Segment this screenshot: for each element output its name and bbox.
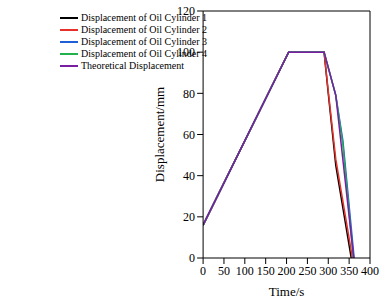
svg-text:Displacement/mm: Displacement/mm	[152, 87, 167, 182]
svg-text:120: 120	[177, 4, 195, 18]
svg-text:60: 60	[183, 128, 195, 142]
svg-text:Time/s: Time/s	[269, 284, 305, 299]
svg-text:250: 250	[298, 264, 316, 278]
svg-text:400: 400	[361, 264, 375, 278]
svg-text:40: 40	[183, 169, 195, 183]
svg-text:300: 300	[319, 264, 337, 278]
svg-text:50: 50	[218, 264, 230, 278]
svg-text:350: 350	[340, 264, 358, 278]
svg-text:100: 100	[236, 264, 254, 278]
svg-text:20: 20	[183, 210, 195, 224]
svg-text:0: 0	[189, 251, 195, 265]
svg-text:0: 0	[200, 264, 206, 278]
svg-text:200: 200	[278, 264, 296, 278]
svg-text:150: 150	[257, 264, 275, 278]
svg-text:100: 100	[177, 45, 195, 59]
svg-text:80: 80	[183, 87, 195, 101]
